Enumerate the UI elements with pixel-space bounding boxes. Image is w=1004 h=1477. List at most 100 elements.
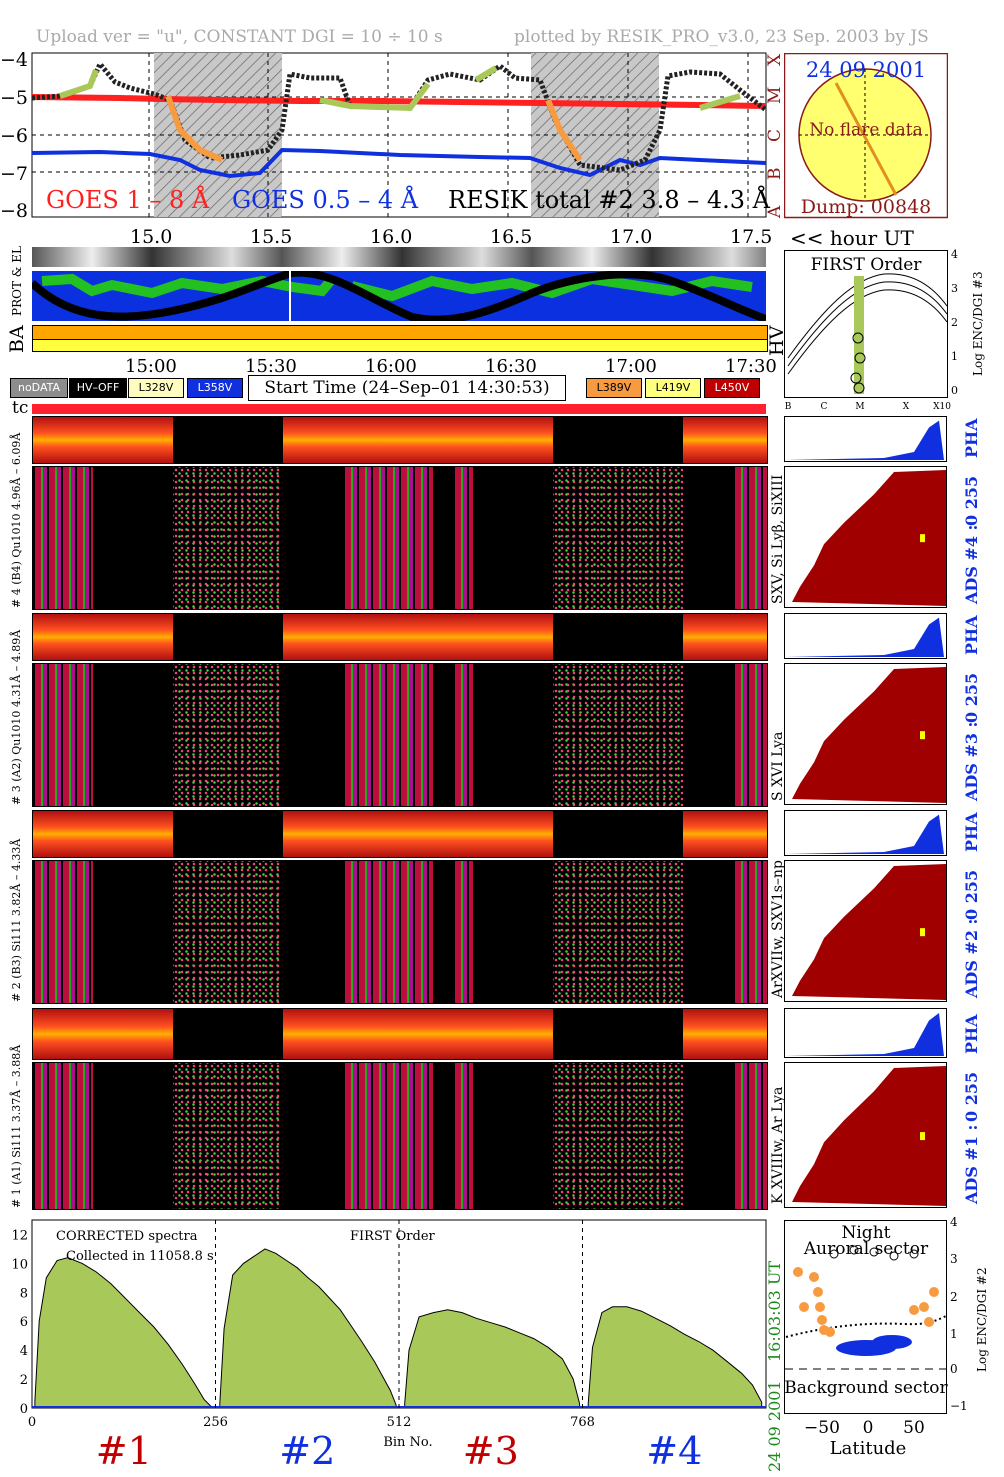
resik-total-curve [31, 59, 768, 173]
pha-label: PHA [962, 812, 981, 852]
lat-xtick: 0 [863, 1418, 874, 1438]
ads-label: ADS #2 : [962, 918, 981, 998]
spectrum-xlabel: Bin No. [383, 1435, 432, 1450]
ads-range: 0 255 [962, 475, 981, 526]
fo-xtick: X10 [933, 402, 951, 412]
lat-xtick: −50 [804, 1418, 840, 1438]
time-tick: 15:00 [125, 356, 177, 377]
fo-ytick: 1 [951, 350, 958, 363]
spectrum-time: 16:03:03 UT [765, 1261, 784, 1362]
sun-note: No flare data [809, 120, 923, 140]
spectrum-xtick: 0 [28, 1415, 36, 1430]
legend-v1: L328V [128, 378, 184, 398]
goes-lightcurve-panel: −4 −5 −6 −7 −8 X M C B A GOES 1 – 8 Å GO… [0, 49, 785, 222]
channel-lines-label: ArXVIIw, SXV1s–np [770, 860, 786, 998]
legend-v4: L419V [645, 378, 701, 398]
sun-date: 24 09 2001 [806, 58, 926, 82]
hv-strip [32, 339, 768, 352]
channel-spectrogram [32, 466, 768, 610]
fo-ytick: 3 [951, 282, 958, 295]
fo-ytick: 0 [951, 384, 958, 397]
lat-auroral: Auroral sector [803, 1239, 929, 1259]
goes-ytick: −6 [0, 125, 28, 147]
ads-histogram [784, 466, 947, 608]
hour-tick: 15.0 [130, 226, 173, 248]
spectrum-area-1 [34, 1257, 212, 1409]
time-tick: 16:00 [365, 356, 417, 377]
pha-spectrogram [32, 416, 768, 464]
goes-class-label: X [765, 53, 785, 66]
legend-nodata: noDATA [10, 378, 68, 398]
spectrum-date: 24 09 2001 [765, 1380, 784, 1472]
spectrum-ytick: 10 [11, 1257, 28, 1272]
pha-spectrogram [32, 810, 768, 858]
lat-ytick: 3 [950, 1252, 958, 1266]
spectrum-subtitle: Collected in 11058.8 s [66, 1249, 214, 1264]
pha-label: PHA [962, 615, 981, 655]
lat-ytick: −1 [950, 1399, 968, 1413]
channel-spectrogram [32, 1062, 768, 1210]
spectrum-ytick: 12 [11, 1228, 28, 1243]
spectrum-channel-label: #3 [463, 1429, 519, 1473]
ads-label: ADS #3 : [962, 721, 981, 801]
hour-axis-label: << hour UT [790, 226, 914, 250]
pha-histogram [784, 416, 947, 462]
latitude-panel: Night Auroral sector Background sector −… [784, 1215, 989, 1459]
resik-total-legend: RESIK total #2 3.8 – 4.3 Å [448, 185, 771, 214]
goes-short-legend: GOES 0.5 – 4 Å [232, 185, 419, 214]
channel-label: # 4 (B4) Qu1010 4.96Å – 6.09Å [10, 432, 23, 608]
fo-ytick: 4 [951, 248, 958, 261]
time-tick: 15:30 [245, 356, 297, 377]
ads-range: 0 255 [962, 1071, 981, 1122]
channel-spectrogram [32, 860, 768, 1004]
first-order-title: FIRST Order [811, 255, 923, 275]
legend-v2: L358V [187, 378, 243, 398]
spectrum-xtick: 768 [570, 1415, 595, 1430]
time-tick: 17:00 [605, 356, 657, 377]
gray-strip [32, 247, 766, 267]
lat-night: Night [842, 1223, 891, 1243]
hour-tick: 16.0 [370, 226, 413, 248]
fo-ytick: 2 [951, 316, 958, 329]
spectrum-xtick: 512 [387, 1415, 412, 1430]
channel-lines-label: S XVI Lya [770, 731, 786, 801]
orbit-map [32, 271, 766, 321]
corrected-spectrum-chart: 0 2 4 6 8 10 12 0 256 512 768 CORRECTED spectra C… [11, 1219, 784, 1473]
spectrum-channel-label: #4 [646, 1429, 702, 1473]
hour-tick: 15.5 [250, 226, 293, 248]
spectrum-ytick: 8 [20, 1286, 28, 1301]
spectrum-area-4 [587, 1306, 763, 1409]
hour-tick: 16.5 [490, 226, 533, 248]
lat-xtick: 50 [903, 1418, 925, 1438]
spectrum-ytick: 2 [20, 1373, 28, 1388]
spectrum-area-2 [219, 1248, 397, 1409]
spectrum-channel-label: #1 [96, 1429, 152, 1473]
spectrum-annotation: FIRST Order [350, 1229, 436, 1244]
ads-label: ADS #1 : [962, 1124, 981, 1204]
channel-label: # 1 (A1) Si111 3.37Å – 3.88Å [10, 1044, 23, 1208]
tc-label: tc [12, 398, 29, 418]
ads-label: ADS #4 : [962, 524, 981, 604]
time-tick: 17:30 [725, 356, 777, 377]
goes-class-label: M [765, 87, 785, 104]
ads-histogram [784, 663, 947, 805]
legend-v5: L450V [704, 378, 760, 398]
hour-tick: 17.0 [610, 226, 653, 248]
fo-xtick: M [855, 402, 864, 412]
legend-hvoff: HV–OFF [69, 378, 127, 398]
header-left: Upload ver = "u", CONSTANT DGI = 10 ÷ 10… [36, 27, 443, 47]
pha-label: PHA [962, 418, 981, 458]
hour-tick: 17.5 [730, 226, 773, 248]
lat-ytick: 4 [950, 1215, 958, 1229]
fo-xtick: C [821, 402, 828, 412]
ba-label: BA [6, 325, 28, 353]
spectrum-ytick: 0 [20, 1402, 28, 1417]
ads-range: 0 255 [962, 672, 981, 723]
goes-ytick: −7 [0, 163, 28, 185]
goes-class-label: B [765, 168, 785, 181]
lat-xlabel: Latitude [830, 1438, 907, 1459]
spectrum-title: CORRECTED spectra [56, 1229, 198, 1244]
channel-spectrogram [32, 663, 768, 807]
legend-v3: L389V [586, 378, 642, 398]
fo-xtick: B [785, 402, 792, 412]
